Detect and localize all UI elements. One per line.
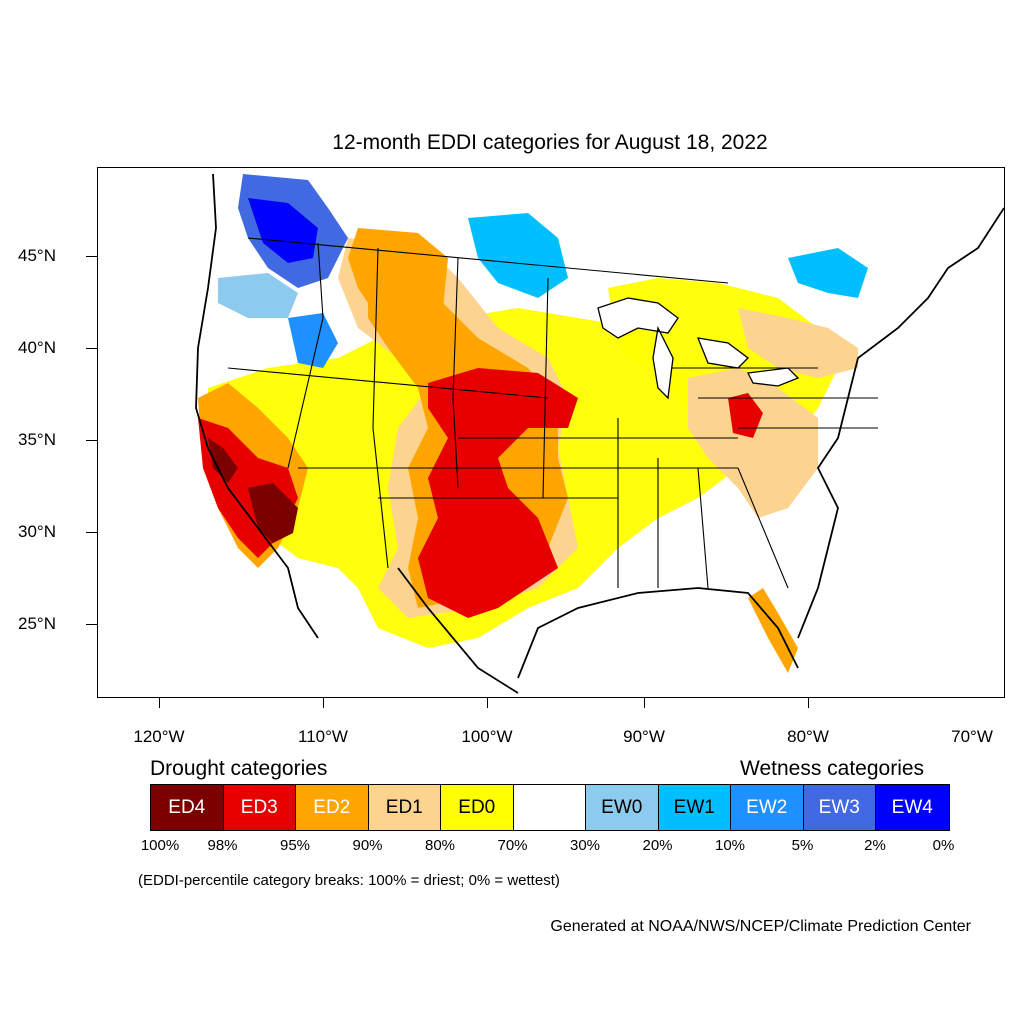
percent-break-label: 2% (864, 837, 886, 854)
ed1-east (688, 368, 818, 518)
lon-label-110: 110°W (298, 727, 348, 746)
legend-box-ew3: EW3 (803, 785, 876, 830)
ed1-ne (738, 308, 858, 378)
legend-box-ed1: ED1 (368, 785, 441, 830)
drought-heading: Drought categories (150, 757, 328, 780)
ed3-central (418, 368, 578, 618)
coastline (195, 173, 1004, 694)
ed4-southwest (248, 483, 298, 543)
lon-label-90: 90°W (623, 727, 665, 746)
lon-tick (808, 697, 809, 708)
lat-label-30: 30°N (18, 522, 56, 541)
percent-break-label: 80% (424, 837, 456, 854)
ew-light-nw (218, 273, 298, 318)
percent-break-label: 98% (207, 837, 238, 854)
lat-tick (86, 532, 97, 533)
lon-tick (487, 697, 488, 708)
conus-eddi-map (194, 173, 1004, 697)
lat-label-40: 40°N (18, 338, 56, 357)
category-legend: ED4 ED3 ED2 ED1 ED0 EW0 EW1 EW2 EW3 EW4 (150, 784, 950, 831)
legend-box-ew1: EW1 (658, 785, 731, 830)
lat-label-25: 25°N (18, 614, 56, 633)
ew-north-plains (468, 213, 568, 298)
ew-northwest-inner (248, 198, 318, 263)
map-panel (97, 167, 1005, 698)
map-title: 12-month EDDI categories for August 18, … (332, 131, 768, 154)
ed2-nw (348, 228, 448, 328)
percent-break-label: 95% (279, 837, 311, 854)
lon-label-70: 70°W (951, 727, 993, 746)
lat-label-35: 35°N (18, 430, 56, 449)
legend-box-ed0: ED0 (441, 785, 514, 830)
lon-tick (644, 697, 645, 708)
breaks-note: (EDDI-percentile category breaks: 100% =… (138, 872, 560, 889)
ew-newengland (788, 248, 868, 298)
percent-break-label: 70% (497, 837, 528, 854)
legend-box-ew4: EW4 (876, 785, 949, 830)
lon-label-80: 80°W (787, 727, 829, 746)
percent-break-label: 90% (352, 837, 383, 854)
ew-montana (288, 313, 338, 368)
lat-tick (86, 624, 97, 625)
great-lakes (597, 297, 800, 400)
percent-break-label: 100% (140, 837, 180, 854)
lat-label-45: 45°N (18, 246, 56, 265)
percent-break-label: 0% (932, 837, 955, 854)
percent-break-label: 5% (791, 837, 814, 854)
percent-break-label: 20% (642, 837, 673, 854)
lon-tick (159, 697, 160, 708)
lat-tick (86, 440, 97, 441)
percent-break-label: 10% (714, 837, 746, 854)
ed4-california (208, 438, 238, 483)
credit-line: Generated at NOAA/NWS/NCEP/Climate Predi… (550, 918, 971, 935)
legend-box-ed4: ED4 (151, 785, 224, 830)
legend-box-neutral (513, 785, 586, 830)
lon-label-120: 120°W (133, 727, 185, 746)
legend-box-ew2: EW2 (731, 785, 804, 830)
lat-tick (86, 348, 97, 349)
lon-label-100: 100°W (461, 727, 513, 746)
ed3-east (728, 393, 763, 438)
lat-tick (86, 256, 97, 257)
lon-tick (323, 697, 324, 708)
legend-box-ed2: ED2 (296, 785, 369, 830)
wetness-heading: Wetness categories (740, 757, 925, 780)
legend-box-ew0: EW0 (586, 785, 659, 830)
legend-box-ed3: ED3 (223, 785, 296, 830)
percent-break-label: 30% (569, 837, 601, 854)
ed2-florida (748, 588, 798, 673)
